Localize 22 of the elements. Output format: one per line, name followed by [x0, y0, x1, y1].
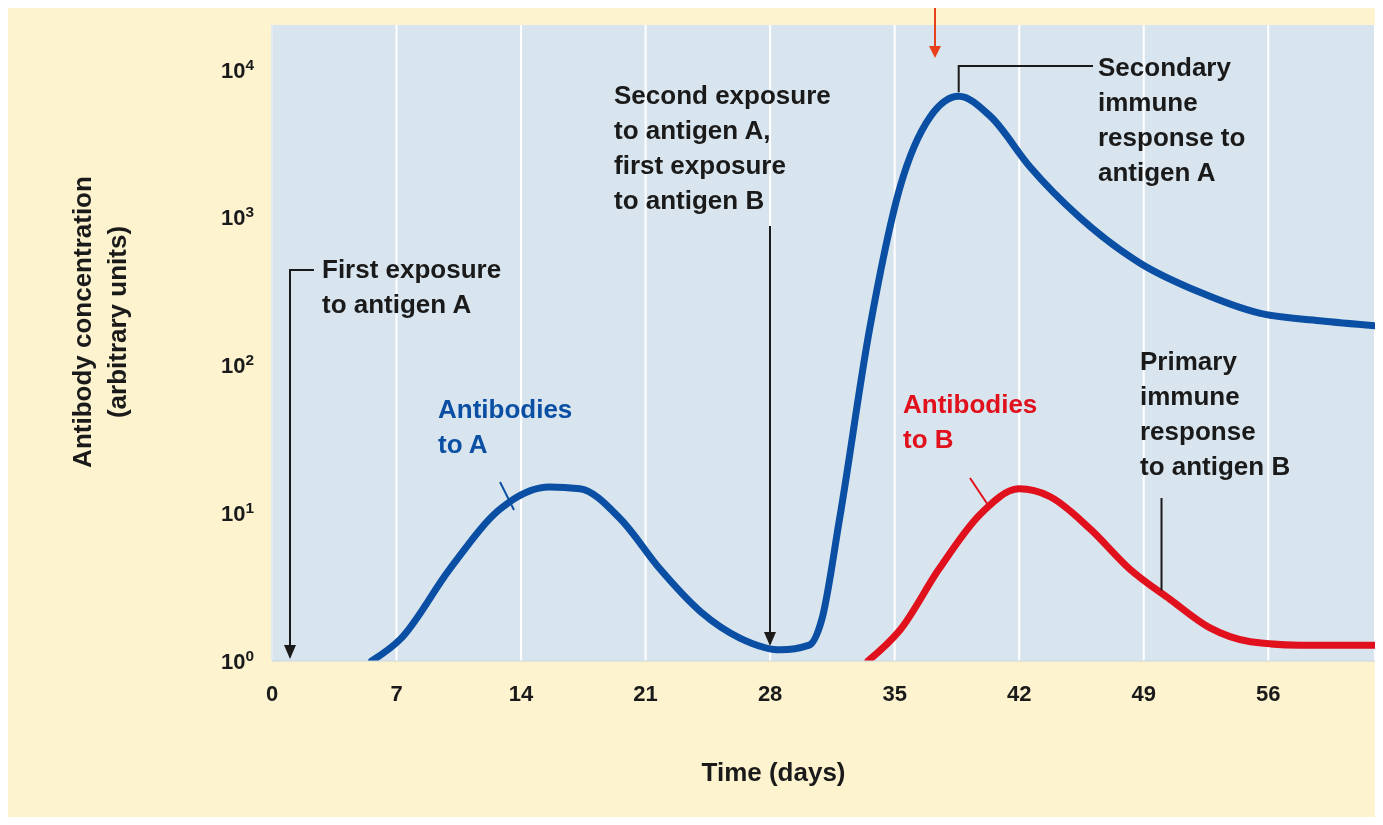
annotation: Primary immune response to antigen B [1140, 345, 1291, 483]
annotation: Secondary immune response to antigen A [1098, 51, 1246, 189]
x-axis-title: Time (days) [701, 755, 846, 789]
y-axis-title: Antibody concentration (arbitrary units) [66, 176, 133, 468]
annotation: Second exposure to antigen A, first exposure to antigen B [614, 79, 831, 217]
x-tick-label: 7 [390, 681, 403, 706]
x-tick-label: 49 [1131, 681, 1156, 706]
annotation: First exposure to antigen A [322, 253, 502, 321]
x-tick-label: 35 [882, 681, 907, 706]
x-tick-label: 28 [757, 681, 783, 706]
y-tick-label: 10$^{4}$ [220, 55, 255, 83]
y-tick-label: 10$^{2}$ [220, 350, 254, 379]
y-tick-label: 10$^{3}$ [220, 202, 254, 231]
x-tick-label: 21 [633, 681, 658, 706]
x-tick-label: 14 [508, 681, 535, 706]
series-label: Antibodies to A [438, 393, 573, 461]
series-label: Antibodies to B [903, 388, 1038, 456]
x-tick-label: 0 [265, 681, 279, 706]
x-tick-label: 42 [1006, 681, 1032, 706]
x-tick-label: 56 [1256, 681, 1281, 706]
y-tick-label: 10$^{1}$ [220, 498, 255, 527]
y-tick-label: 10$^{0}$ [220, 646, 254, 674]
